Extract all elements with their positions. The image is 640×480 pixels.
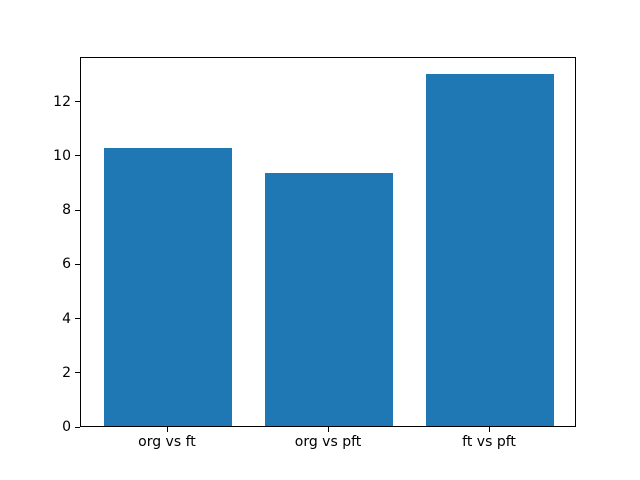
y-tick-label: 2 (62, 364, 71, 381)
bar-ft-vs-pft (425, 73, 555, 426)
y-tick-mark (75, 318, 80, 320)
y-tick-label: 6 (62, 256, 71, 273)
x-tick-label: org vs ft (138, 434, 196, 450)
x-tick-mark (328, 427, 329, 432)
bar-org-vs-ft (103, 148, 233, 426)
y-tick-label: 0 (62, 419, 71, 435)
y-tick-label: 10 (53, 147, 71, 164)
x-tick-mark (489, 427, 491, 432)
y-tick-mark (75, 155, 80, 157)
bar-org-vs-pft (264, 172, 394, 426)
y-tick-mark (75, 101, 80, 103)
x-tick-label: org vs pft (294, 434, 362, 450)
y-tick-mark (75, 372, 80, 374)
y-tick-label: 8 (62, 202, 71, 219)
x-tick-mark (166, 427, 168, 432)
x-tick-label: ft vs pft (462, 434, 516, 450)
y-tick-mark (75, 263, 80, 265)
y-tick-label: 12 (53, 93, 71, 110)
y-tick-mark (75, 209, 80, 211)
y-tick-label: 4 (62, 310, 71, 327)
plot-area (80, 57, 576, 427)
y-tick-mark (75, 426, 80, 428)
